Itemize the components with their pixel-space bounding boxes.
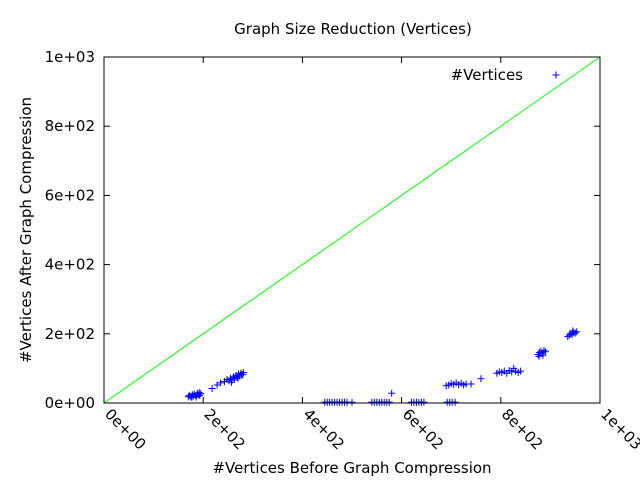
data-point xyxy=(451,398,459,406)
data-point xyxy=(208,384,216,392)
y-tick-label: 1e+03 xyxy=(45,48,95,66)
data-points xyxy=(184,327,581,406)
data-point xyxy=(227,378,235,386)
legend-marker-plus-icon xyxy=(552,71,560,79)
y-tick-label: 4e+02 xyxy=(45,256,95,274)
x-tick-label: 6e+02 xyxy=(399,405,447,453)
data-point xyxy=(573,328,581,336)
data-point xyxy=(477,375,485,383)
x-axis-label: #Vertices Before Graph Compression xyxy=(212,459,491,477)
data-point xyxy=(192,393,200,401)
data-point xyxy=(348,398,356,406)
legend-plus-mark xyxy=(552,71,560,79)
legend-label: #Vertices xyxy=(451,66,524,84)
x-tick-label: 8e+02 xyxy=(498,405,546,453)
data-point xyxy=(539,351,547,359)
y-axis-label: #Vertices After Graph Compression xyxy=(17,97,35,363)
x-tick-label: 0e+00 xyxy=(101,405,149,453)
y-tick-label: 6e+02 xyxy=(45,186,95,204)
plot-frame xyxy=(103,56,601,404)
data-point xyxy=(565,331,573,339)
data-point xyxy=(234,374,242,382)
reference-diagonal-line xyxy=(103,56,601,404)
data-point xyxy=(420,398,428,406)
data-point xyxy=(570,328,578,336)
data-point xyxy=(239,371,247,379)
data-point xyxy=(197,390,205,398)
y-tick-label: 2e+02 xyxy=(45,325,95,343)
data-point xyxy=(569,327,577,335)
data-point xyxy=(388,389,396,397)
x-tick-label: 4e+02 xyxy=(300,405,348,453)
data-point xyxy=(467,380,475,388)
x-tick-label: 2e+02 xyxy=(200,405,248,453)
data-point xyxy=(535,352,543,360)
data-point xyxy=(217,379,225,387)
x-tick-label: 1e+03 xyxy=(597,405,640,453)
plot-area: 0e+00 2e+02 4e+02 6e+02 8e+02 1e+03 0e+00 2e+02… xyxy=(45,48,640,453)
data-point xyxy=(385,398,393,406)
y-tick-label: 0e+00 xyxy=(45,394,95,412)
data-point xyxy=(540,346,548,354)
chart-title: Graph Size Reduction (Vertices) xyxy=(234,20,472,38)
data-point xyxy=(517,367,525,375)
legend: #Vertices xyxy=(451,66,560,84)
data-point xyxy=(195,389,203,397)
axis-ticks: 0e+00 2e+02 4e+02 6e+02 8e+02 1e+03 0e+00 2e+02… xyxy=(45,48,640,453)
y-tick-label: 8e+02 xyxy=(45,117,95,135)
